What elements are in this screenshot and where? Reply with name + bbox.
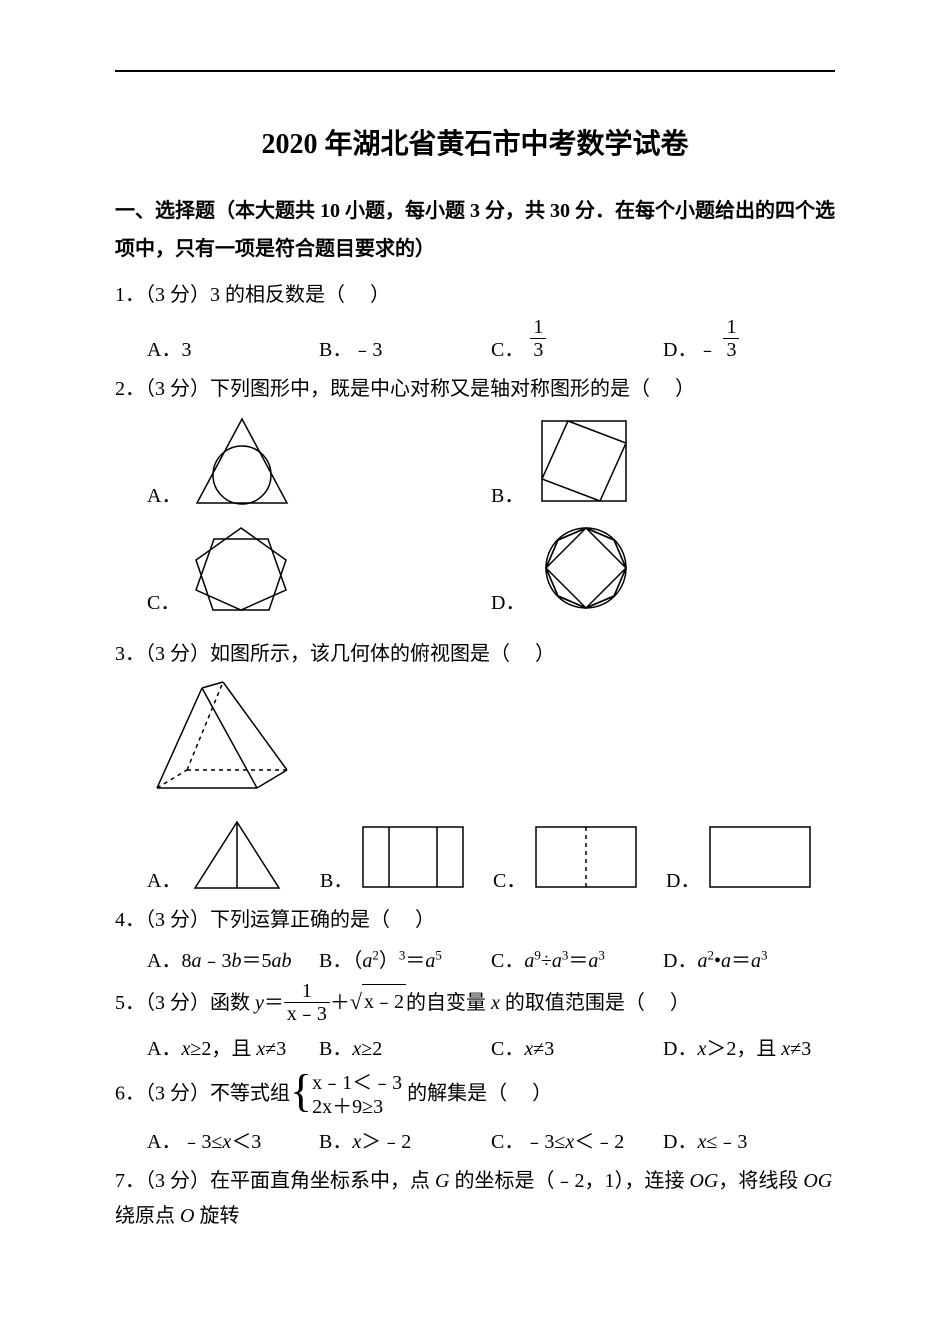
q2-opt-c: C． (147, 586, 180, 615)
q2-fig-d (531, 520, 641, 615)
top-rule (115, 70, 835, 72)
q2-fig-a (187, 413, 297, 508)
q6-lead: 6．（3 分）不等式组 (115, 1083, 290, 1105)
q3-fig-a (187, 818, 287, 893)
q5-options: A．x≥2，且 x≠3 B．x≥2 C．x≠3 D．x＞2，且 x≠3 (147, 1032, 835, 1061)
q3-options: A． B． C． D． (147, 818, 835, 893)
q1-opt-a: A．3 (147, 333, 191, 362)
q3-fig-d (706, 823, 816, 893)
q4-opt-c: C．a9÷a3＝a3 (491, 944, 605, 973)
q3-stem: 3．（3 分）如图所示，该几何体的俯视图是（ ） (115, 637, 835, 672)
q2-fig-c (186, 520, 296, 615)
q5-plus: ＋ (330, 992, 350, 1014)
q4-stem: 4．（3 分）下列运算正确的是（ ） (115, 903, 835, 938)
q5-opt-a: A．x≥2，且 x≠3 (147, 1032, 286, 1061)
q3-opt-b: B． (320, 864, 353, 893)
page-title: 2020 年湖北省黄石市中考数学试卷 (115, 122, 835, 162)
q6-opt-b: B．x＞﹣2 (319, 1125, 411, 1154)
q2-opt-b: B． (491, 479, 524, 508)
q1-opt-d-frac: 1 3 (723, 317, 739, 360)
q2-fig-b (530, 413, 640, 508)
q2-opt-a: A． (147, 479, 181, 508)
q1-d-num: 1 (723, 317, 739, 339)
q6-options: A．﹣3≤x＜3 B．x＞﹣2 C．﹣3≤x＜﹣2 D．x≤﹣3 (147, 1125, 835, 1154)
q5-stem: 5．（3 分）函数 y＝1x﹣3＋√x﹣2的自变量 x 的取值范围是（ ） (115, 983, 835, 1026)
q3-solid-figure (147, 678, 297, 798)
q2-options: A． B． C． D． (147, 413, 835, 627)
q5-lead: 5．（3 分）函数 (115, 992, 255, 1014)
q5-frac: 1x﹣3 (284, 981, 330, 1024)
q1-opt-b: B．﹣3 (319, 333, 382, 362)
q1-opt-d-label: D．﹣ (663, 333, 717, 362)
q6-opt-c: C．﹣3≤x＜﹣2 (491, 1125, 624, 1154)
q6-stem: 6．（3 分）不等式组{x﹣1＜﹣32x＋9≥3 的解集是（ ） (115, 1071, 835, 1119)
q5-num: 1 (284, 981, 330, 1003)
q1-stem: 1．（3 分）3 的相反数是（ ） (115, 278, 835, 313)
q6-opt-a: A．﹣3≤x＜3 (147, 1125, 261, 1154)
q3-fig-c (532, 823, 642, 893)
q6-brace-body: x﹣1＜﹣32x＋9≥3 (312, 1071, 402, 1119)
q1-opt-c-label: C． (491, 333, 524, 362)
q5-den: x﹣3 (284, 1003, 330, 1024)
q4-options: A．8a﹣3b＝5ab B．（a2）3＝a5 C．a9÷a3＝a3 D．a2•a… (147, 944, 835, 973)
q4-opt-b: B．（a2）3＝a5 (319, 944, 442, 973)
q6-tail: 的解集是（ ） (402, 1083, 552, 1105)
q5-opt-c: C．x≠3 (491, 1032, 554, 1061)
q5-tail: 的自变量 x 的取值范围是（ ） (406, 992, 690, 1014)
q2-opt-d: D． (491, 586, 525, 615)
q5-opt-b: B．x≥2 (319, 1032, 382, 1061)
q4-opt-a: A．8a﹣3b＝5ab (147, 944, 291, 973)
q5-sqrt: √x﹣2 (350, 983, 406, 1022)
q1-c-den: 3 (530, 339, 546, 360)
q1-c-num: 1 (530, 317, 546, 339)
q3-opt-c: C． (493, 864, 526, 893)
q5-opt-d: D．x＞2，且 x≠3 (663, 1032, 811, 1061)
q3-opt-d: D． (666, 864, 700, 893)
q1-options: A．3 B．﹣3 C． 1 3 D．﹣ 1 3 (147, 319, 835, 362)
q4-opt-d: D．a2•a＝a3 (663, 944, 767, 973)
q6-line2: 2x＋9≥3 (312, 1095, 402, 1119)
section-header: 一、选择题（本大题共 10 小题，每小题 3 分，共 30 分．在每个小题给出的… (115, 192, 835, 268)
q6-opt-d: D．x≤﹣3 (663, 1125, 747, 1154)
q6-line1: x﹣1＜﹣3 (312, 1071, 402, 1095)
q3-opt-a: A． (147, 864, 181, 893)
q1-opt-c-frac: 1 3 (530, 317, 546, 360)
q1-d-den: 3 (723, 339, 739, 360)
q7-stem: 7．（3 分）在平面直角坐标系中，点 G 的坐标是（﹣2，1），连接 OG，将线… (115, 1164, 835, 1234)
q3-fig-b (359, 823, 469, 893)
q2-stem: 2．（3 分）下列图形中，既是中心对称又是轴对称图形的是（ ） (115, 372, 835, 407)
brace-icon: { (290, 1067, 312, 1115)
